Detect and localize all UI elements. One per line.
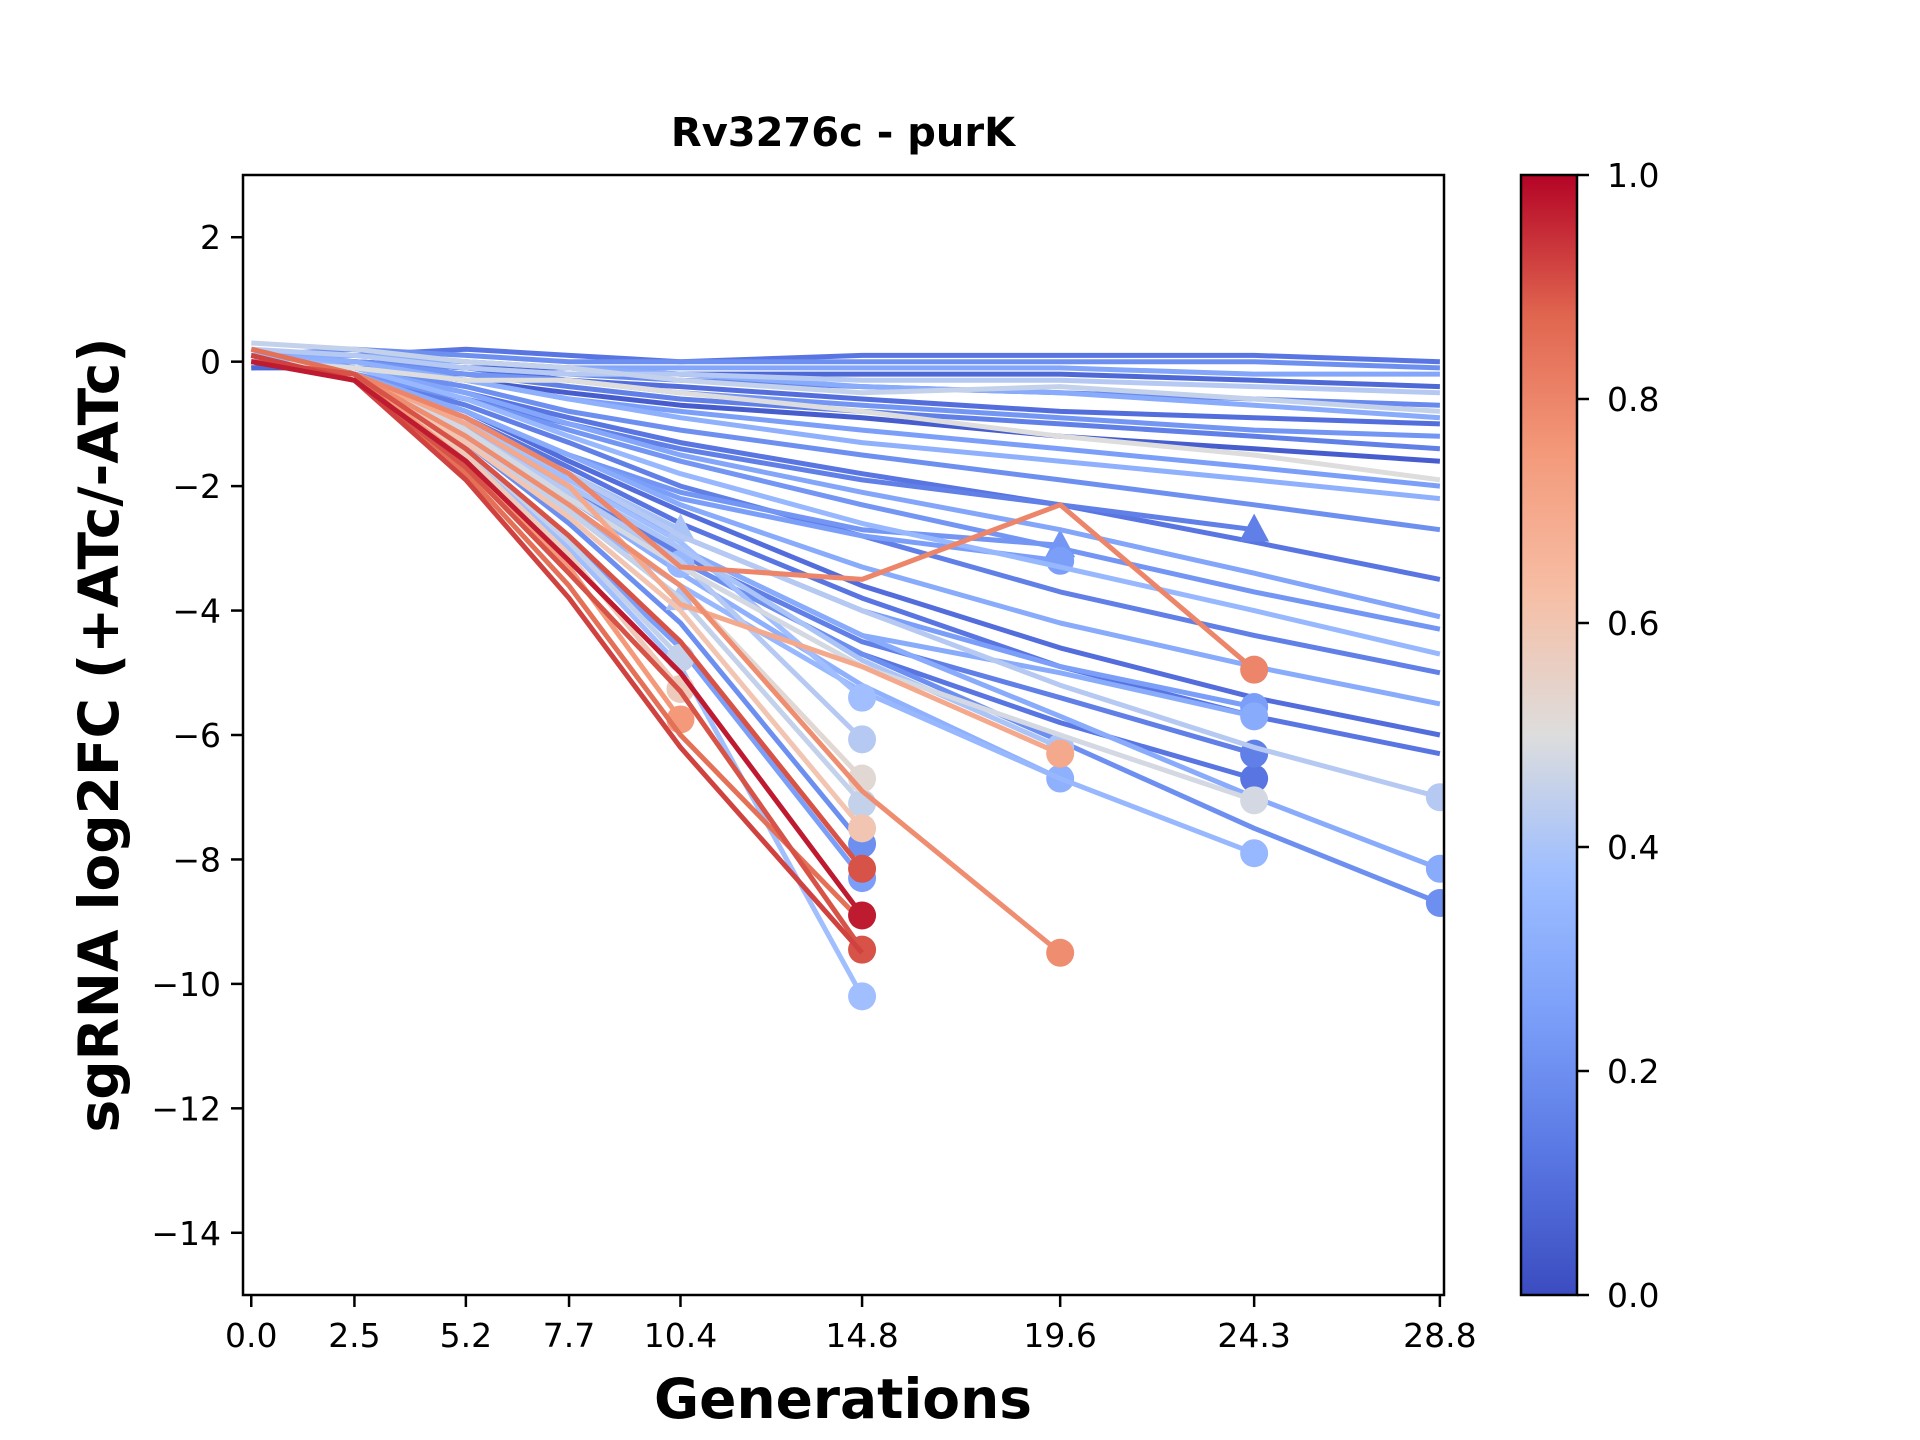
end-point-marker — [1240, 764, 1269, 793]
series-sgRNA-05 — [251, 346, 1440, 396]
y-tick-label: 0 — [200, 343, 221, 382]
colorbar-tick-label: 0.6 — [1607, 604, 1659, 643]
series-layer — [250, 340, 1444, 1011]
y-tick-label: −8 — [172, 840, 221, 879]
end-point-marker — [848, 683, 877, 712]
x-axis-label: Generations — [654, 1367, 1032, 1431]
x-tick-label: 24.3 — [1217, 1316, 1290, 1355]
series-sgRNA-60 — [250, 352, 864, 955]
series-sgRNA-15 — [251, 352, 1441, 502]
series-sgRNA-50 — [250, 359, 877, 930]
y-tick-label: −4 — [172, 592, 221, 631]
x-tick-label: 28.8 — [1403, 1316, 1476, 1355]
y-axis: 2 0 −2 −4 −6 −8 −10 −12 −14 — [151, 218, 243, 1253]
y-axis-label: sgRNA log2FC (+ATc/-ATc) — [67, 337, 131, 1132]
y-tick-label: −10 — [151, 965, 221, 1004]
end-point-marker — [848, 725, 877, 754]
end-point-marker — [848, 814, 877, 843]
colorbar-tick-label: 0.4 — [1607, 828, 1659, 867]
series-line — [251, 352, 1441, 502]
end-triangle-marker — [1239, 513, 1270, 542]
end-point-marker — [1425, 783, 1444, 812]
colorbar-tick-label: 0.0 — [1607, 1276, 1659, 1315]
y-tick-label: −14 — [151, 1214, 221, 1253]
x-tick-label: 0.0 — [225, 1316, 277, 1355]
x-tick-label: 10.4 — [644, 1316, 717, 1355]
end-point-marker — [1425, 854, 1444, 883]
x-tick-label: 7.7 — [543, 1316, 595, 1355]
end-point-marker — [1240, 839, 1269, 868]
x-tick-label: 14.8 — [825, 1316, 898, 1355]
end-point-marker — [1240, 786, 1269, 815]
end-point-marker — [1425, 889, 1444, 917]
end-point-marker — [848, 854, 877, 883]
series-line — [251, 359, 865, 871]
y-tick-label: 2 — [200, 218, 221, 257]
series-line — [251, 359, 1441, 632]
y-tick-label: −6 — [172, 716, 221, 755]
series-sgRNA-13 — [251, 359, 1441, 483]
end-point-marker — [848, 982, 877, 1011]
series-sgRNA-19 — [251, 359, 1441, 632]
x-tick-label: 5.2 — [440, 1316, 492, 1355]
x-axis: 0.0 2.5 5.2 7.7 10.4 14.8 19.6 24.3 28.8 — [225, 1295, 1477, 1355]
series-line — [251, 359, 1441, 483]
x-tick-label: 2.5 — [328, 1316, 380, 1355]
series-line — [251, 359, 1256, 672]
colorbar-tick-label: 0.8 — [1607, 380, 1659, 419]
end-point-marker — [1240, 702, 1269, 731]
plot-frame — [241, 173, 1446, 1297]
series-line — [251, 346, 1440, 396]
colorbar-ticks: 0.0 0.2 0.4 0.6 0.8 1.0 — [1577, 156, 1659, 1315]
end-point-marker — [1046, 739, 1075, 768]
series-sgRNA-20 — [250, 352, 1441, 657]
colorbar — [1519, 173, 1579, 1297]
series-line — [250, 359, 865, 917]
end-point-marker — [1046, 938, 1075, 967]
colorbar-tick-label: 0.2 — [1607, 1052, 1659, 1091]
series-sgRNA-29 — [251, 359, 1269, 684]
series-line — [250, 352, 1441, 657]
y-tick-label: −2 — [172, 467, 221, 506]
y-tick-label: −12 — [151, 1089, 221, 1128]
end-triangle-marker — [665, 513, 696, 542]
end-point-marker — [848, 901, 877, 930]
x-tick-label: 19.6 — [1023, 1316, 1096, 1355]
series-line — [250, 352, 864, 955]
series-line — [251, 340, 1441, 414]
series-sgRNA-09 — [251, 340, 1441, 414]
chart-title: Rv3276c - purK — [671, 110, 1017, 156]
colorbar-tick-label: 1.0 — [1607, 156, 1659, 195]
series-sgRNA-48 — [251, 359, 877, 883]
end-point-marker — [1240, 655, 1269, 684]
